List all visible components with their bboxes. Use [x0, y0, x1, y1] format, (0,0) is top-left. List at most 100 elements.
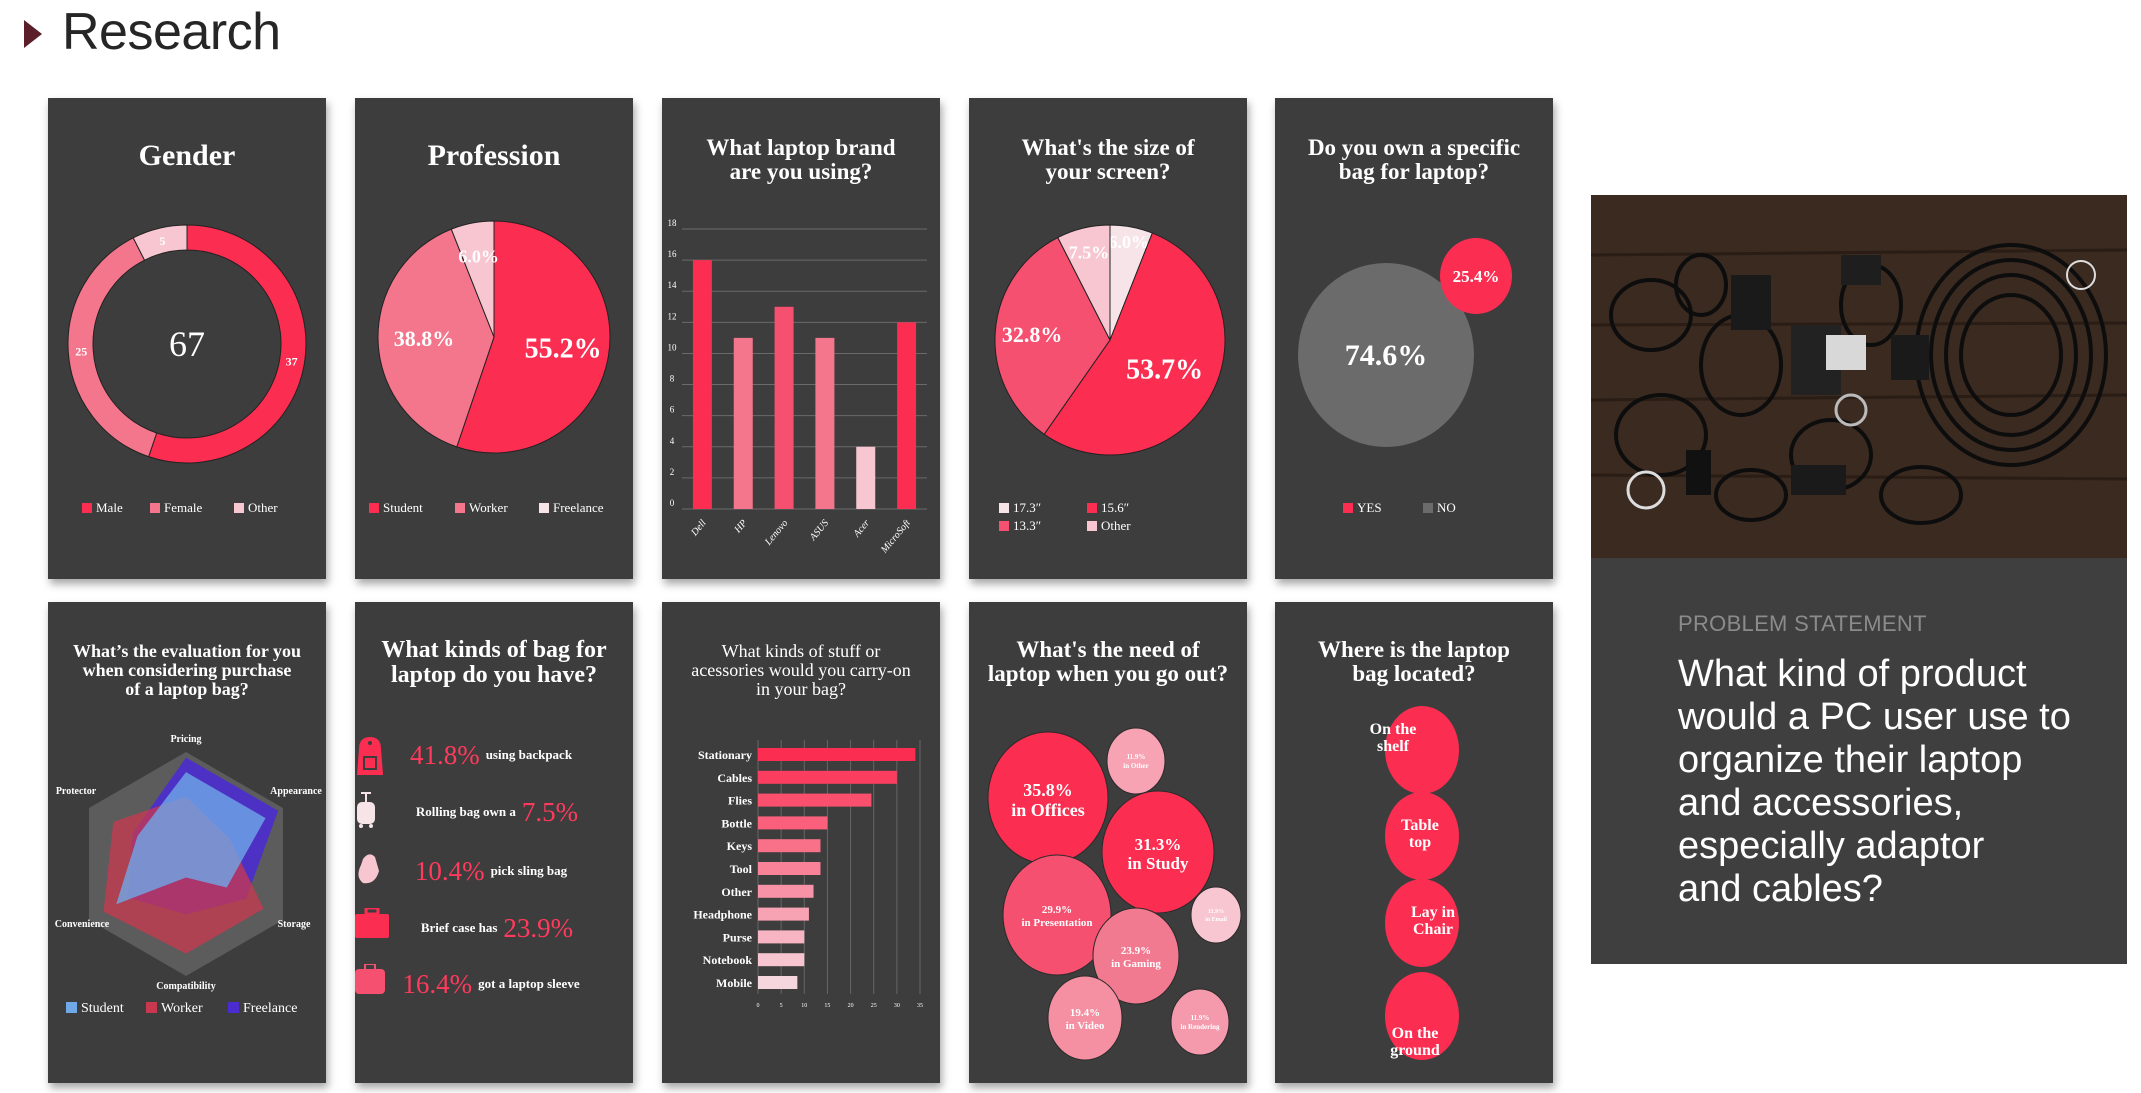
bar [758, 930, 805, 944]
x-tick-label: Lenovo [762, 518, 790, 548]
pie-slice [132, 224, 188, 261]
own-bag-panel: Do you own a specific bag for laptop? 74… [1275, 98, 1553, 579]
problem-statement-label: PROBLEM STATEMENT [1678, 611, 1927, 636]
y-tick-label: Other [721, 885, 752, 899]
legend-swatch [146, 1002, 157, 1013]
pie-slice [1057, 224, 1111, 341]
legend-swatch [1087, 521, 1097, 531]
bubble-label: in Video [1066, 1020, 1105, 1032]
x-tick-label: MicroSoft [878, 518, 913, 556]
bubble-label: Lay in Chair [1411, 904, 1455, 938]
location-panel: Where is the laptop bag located? On the s… [1275, 602, 1553, 1083]
radar-axis-label: Storage [278, 919, 311, 930]
legend-swatch [228, 1002, 239, 1013]
legend-label: Worker [469, 500, 508, 515]
pie-slice [456, 220, 611, 454]
bubble-label: On the shelf [1370, 721, 1417, 755]
bar [897, 322, 917, 509]
pie-slice [377, 228, 495, 448]
bubble-label: in Other [1123, 762, 1148, 770]
cables-photo [1591, 195, 2127, 558]
accessories-bar-chart: 0 5 10 15 20 25 30 35 Stationary Cables Flies Bottl… [693, 740, 923, 1009]
y-tick-label: Keys [727, 839, 753, 853]
bubble-label-line: ground [1390, 1042, 1440, 1059]
bubble-value: 35.8% [1023, 780, 1073, 800]
bar [758, 793, 872, 807]
x-tick-label: Dell [689, 518, 709, 539]
data-label: 25.4% [1453, 267, 1500, 286]
bar [758, 976, 798, 989]
bubble [1106, 727, 1166, 795]
screen-panel: What's the size of your screen? 6.0% 53.7… [969, 98, 1247, 579]
problem-statement-card: PROBLEM STATEMENT What kind of product w… [1591, 195, 2127, 964]
bag-type-row: 16.4% got a laptop sleeve [355, 964, 633, 1004]
y-tick-label: Bottle [721, 816, 752, 830]
legend-label: Worker [161, 1001, 203, 1016]
x-tick-label: 5 [780, 1003, 783, 1009]
legend-swatch [455, 503, 465, 513]
y-tick-label: Stationary [698, 748, 752, 762]
y-tick-label: 0 [670, 498, 675, 508]
bag-type-percent: 16.4% [402, 968, 473, 999]
chart-title: What laptop brand are you using? [706, 135, 896, 185]
radar-axis-label: Convenience [55, 919, 110, 930]
bar [758, 816, 828, 830]
brand-bar-chart: 0 2 4 6 8 10 12 14 16 18 Dell HP Lenovo ASUS Acer Micro… [668, 218, 927, 556]
pie-slice [1043, 232, 1226, 456]
bar [758, 748, 916, 761]
x-tick-label: 0 [757, 1003, 760, 1009]
legend-label: Male [96, 500, 123, 515]
x-tick-label: HP [732, 518, 750, 536]
bubble [1385, 706, 1459, 794]
bag-types-panel: What kinds of bag for laptop do you have… [355, 602, 633, 1083]
bar [815, 337, 835, 509]
center-total: 67 [169, 324, 205, 364]
radar-axis-label: Compatibility [156, 981, 215, 992]
evaluation-radar-chart: Pricing Appearance Storage Compatibility Con… [55, 734, 323, 1016]
bubble-label: in Rendering [1180, 1023, 1220, 1031]
legend-swatch [66, 1002, 77, 1013]
y-tick-label: Notebook [703, 953, 753, 967]
y-tick-label: 6 [670, 405, 675, 415]
y-tick-label: Headphone [693, 908, 752, 922]
radar-axis-label: Appearance [270, 786, 322, 797]
chart-title: What's the size of your screen? [1021, 135, 1195, 185]
legend-label: YES [1357, 500, 1382, 515]
x-tick-label: 20 [848, 1003, 854, 1009]
legend-label: NO [1437, 500, 1456, 515]
chart-title: Do you own a specific bag for laptop? [1307, 135, 1521, 185]
bubble-value: 29.9% [1042, 904, 1072, 916]
legend-swatch [999, 503, 1009, 513]
x-tick-label: 10 [801, 1003, 807, 1009]
bar [774, 306, 794, 509]
bar [758, 953, 805, 967]
bubble-label: in Gaming [1111, 958, 1161, 970]
screen-pie-chart: 6.0% 53.7% 32.8% 7.5% 17.3″ 15.6″ 13.3″ Other [994, 224, 1226, 533]
evaluation-panel: What’s the evaluation for you when consi… [48, 602, 326, 1083]
x-tick-label: 15 [824, 1003, 830, 1009]
bubble-label: in Presentation [1022, 917, 1093, 929]
legend-swatch [150, 503, 160, 513]
legend-swatch [1423, 503, 1433, 513]
radar-axis-label: Pricing [170, 734, 201, 745]
chart-title: Where is the laptop bag located? [1318, 637, 1510, 687]
bar [758, 770, 897, 784]
legend-label: Student [383, 500, 423, 515]
chart-title: What kinds of bag for laptop do you have… [381, 637, 607, 689]
y-tick-label: Mobile [716, 976, 753, 990]
own-bag-bubble-chart: 74.6% 25.4% YES NO [1298, 238, 1512, 515]
y-tick-label: 10 [668, 342, 678, 352]
data-label: 6.0% [1108, 232, 1149, 252]
legend-label: Female [164, 500, 202, 515]
bubble-label: in Email [1205, 917, 1227, 923]
legend-swatch [1087, 503, 1097, 513]
bubble-value: 11.9% [1191, 1014, 1210, 1022]
y-tick-label: 8 [670, 374, 675, 384]
chart-title: What’s the evaluation for you when consi… [72, 641, 301, 699]
brand-panel: What laptop brand are you using? 0 2 4 6 8 10… [662, 98, 940, 579]
bubble [1385, 879, 1459, 967]
bubble-label-line: On the [1392, 1025, 1439, 1042]
bubble [1385, 792, 1459, 880]
bubble-label-line: Lay in [1411, 904, 1455, 921]
